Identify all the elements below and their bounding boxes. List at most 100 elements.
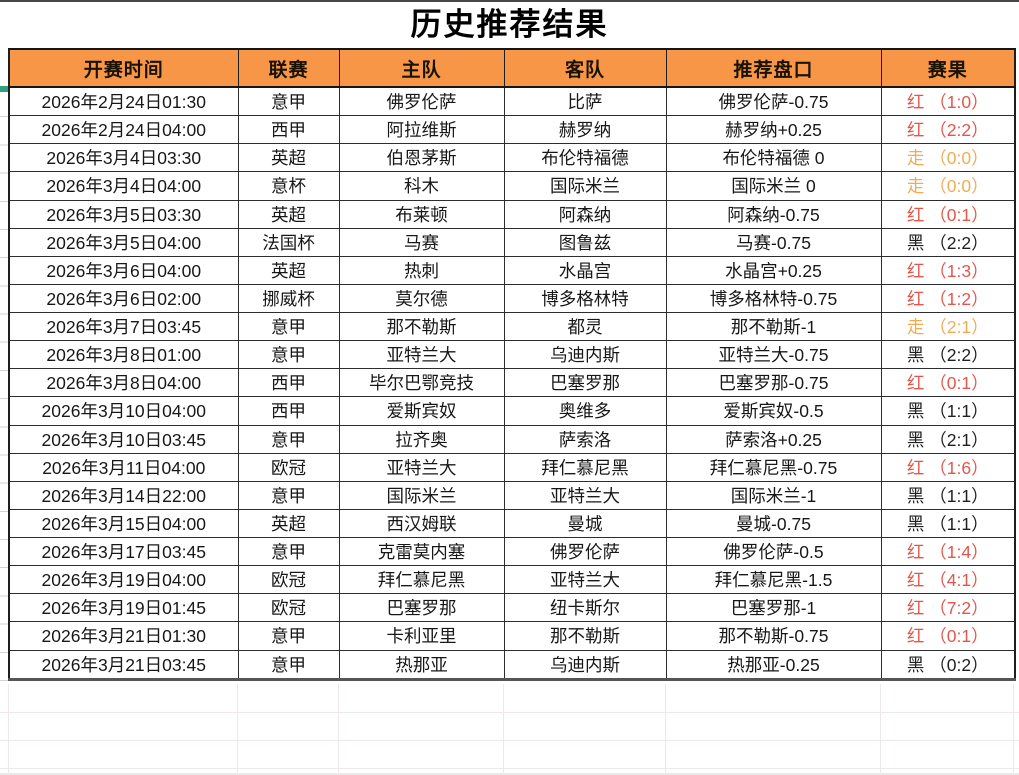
cell-league[interactable]: 意甲	[237, 480, 340, 510]
cell-league[interactable]: 意杯	[237, 171, 340, 201]
cell-recommended-handicap[interactable]: 水晶宫+0.25	[665, 255, 882, 285]
col-header-recommended-handicap[interactable]: 推荐盘口	[665, 48, 882, 88]
cell-home-team[interactable]: 布莱顿	[338, 199, 505, 229]
cell-away-team[interactable]: 国际米兰	[503, 171, 667, 201]
cell-league[interactable]: 意甲	[237, 340, 340, 370]
cell-home-team[interactable]: 那不勒斯	[338, 312, 505, 342]
cell-result[interactable]: 红 （2:2）	[880, 115, 1016, 145]
cell-home-team[interactable]: 爱斯宾奴	[338, 396, 505, 426]
cell-kickoff-time[interactable]: 2026年3月7日03:45	[8, 312, 239, 342]
cell-result[interactable]: 黑 （0:2）	[880, 649, 1016, 681]
cell-league[interactable]: 英超	[237, 255, 340, 285]
col-header-league[interactable]: 联赛	[237, 48, 340, 88]
cell-recommended-handicap[interactable]: 佛罗伦萨-0.5	[665, 537, 882, 567]
cell-kickoff-time[interactable]: 2026年3月11日04:00	[8, 452, 239, 482]
cell-home-team[interactable]: 巴塞罗那	[338, 593, 505, 623]
col-header-kickoff-time[interactable]: 开赛时间	[8, 48, 239, 88]
cell-recommended-handicap[interactable]: 拜仁慕尼黑-1.5	[665, 565, 882, 595]
cell-kickoff-time[interactable]: 2026年3月19日01:45	[8, 593, 239, 623]
cell-recommended-handicap[interactable]: 国际米兰-1	[665, 480, 882, 510]
cell-league[interactable]: 意甲	[237, 649, 340, 681]
cell-league[interactable]: 西甲	[237, 115, 340, 145]
cell-away-team[interactable]: 那不勒斯	[503, 621, 667, 651]
cell-recommended-handicap[interactable]: 阿森纳-0.75	[665, 199, 882, 229]
cell-away-team[interactable]: 佛罗伦萨	[503, 537, 667, 567]
cell-recommended-handicap[interactable]: 布伦特福德 0	[665, 143, 882, 173]
cell-away-team[interactable]: 乌迪内斯	[503, 649, 667, 681]
cell-result[interactable]: 红 （1:4）	[880, 537, 1016, 567]
cell-home-team[interactable]: 热那亚	[338, 649, 505, 681]
cell-home-team[interactable]: 拉齐奥	[338, 424, 505, 454]
cell-result[interactable]: 红 （1:2）	[880, 283, 1016, 314]
cell-away-team[interactable]: 亚特兰大	[503, 480, 667, 510]
cell-kickoff-time[interactable]: 2026年3月19日04:00	[8, 565, 239, 595]
cell-home-team[interactable]: 国际米兰	[338, 480, 505, 510]
cell-kickoff-time[interactable]: 2026年3月4日04:00	[8, 171, 239, 201]
cell-league[interactable]: 英超	[237, 508, 340, 539]
cell-kickoff-time[interactable]: 2026年2月24日04:00	[8, 115, 239, 145]
cell-result[interactable]: 黑 （2:2）	[880, 227, 1016, 257]
cell-home-team[interactable]: 西汉姆联	[338, 508, 505, 539]
cell-result[interactable]: 红 （1:3）	[880, 255, 1016, 285]
cell-away-team[interactable]: 拜仁慕尼黑	[503, 452, 667, 482]
cell-recommended-handicap[interactable]: 佛罗伦萨-0.75	[665, 86, 882, 117]
cell-recommended-handicap[interactable]: 马赛-0.75	[665, 227, 882, 257]
cell-home-team[interactable]: 佛罗伦萨	[338, 86, 505, 117]
cell-kickoff-time[interactable]: 2026年3月15日04:00	[8, 508, 239, 539]
cell-away-team[interactable]: 纽卡斯尔	[503, 593, 667, 623]
cell-league[interactable]: 意甲	[237, 537, 340, 567]
cell-result[interactable]: 走 （0:0）	[880, 143, 1016, 173]
cell-league[interactable]: 意甲	[237, 86, 340, 117]
cell-league[interactable]: 西甲	[237, 396, 340, 426]
cell-away-team[interactable]: 曼城	[503, 508, 667, 539]
cell-away-team[interactable]: 赫罗纳	[503, 115, 667, 145]
cell-away-team[interactable]: 乌迪内斯	[503, 340, 667, 370]
cell-recommended-handicap[interactable]: 爱斯宾奴-0.5	[665, 396, 882, 426]
cell-kickoff-time[interactable]: 2026年3月8日01:00	[8, 340, 239, 370]
cell-kickoff-time[interactable]: 2026年3月21日01:30	[8, 621, 239, 651]
cell-recommended-handicap[interactable]: 曼城-0.75	[665, 508, 882, 539]
cell-home-team[interactable]: 毕尔巴鄂竞技	[338, 368, 505, 398]
cell-league[interactable]: 欧冠	[237, 565, 340, 595]
cell-home-team[interactable]: 科木	[338, 171, 505, 201]
cell-recommended-handicap[interactable]: 拜仁慕尼黑-0.75	[665, 452, 882, 482]
cell-home-team[interactable]: 伯恩茅斯	[338, 143, 505, 173]
cell-kickoff-time[interactable]: 2026年3月5日04:00	[8, 227, 239, 257]
cell-recommended-handicap[interactable]: 热那亚-0.25	[665, 649, 882, 681]
col-header-result[interactable]: 赛果	[880, 48, 1016, 88]
cell-away-team[interactable]: 亚特兰大	[503, 565, 667, 595]
cell-recommended-handicap[interactable]: 萨索洛+0.25	[665, 424, 882, 454]
cell-kickoff-time[interactable]: 2026年2月24日01:30	[8, 86, 239, 117]
cell-league[interactable]: 法国杯	[237, 227, 340, 257]
cell-recommended-handicap[interactable]: 巴塞罗那-0.75	[665, 368, 882, 398]
cell-league[interactable]: 英超	[237, 143, 340, 173]
cell-league[interactable]: 西甲	[237, 368, 340, 398]
cell-league[interactable]: 欧冠	[237, 452, 340, 482]
cell-home-team[interactable]: 拜仁慕尼黑	[338, 565, 505, 595]
cell-result[interactable]: 红 （1:0）	[880, 86, 1016, 117]
col-header-away-team[interactable]: 客队	[503, 48, 667, 88]
cell-result[interactable]: 走 （0:0）	[880, 171, 1016, 201]
cell-home-team[interactable]: 热刺	[338, 255, 505, 285]
cell-league[interactable]: 英超	[237, 199, 340, 229]
cell-away-team[interactable]: 图鲁兹	[503, 227, 667, 257]
cell-kickoff-time[interactable]: 2026年3月8日04:00	[8, 368, 239, 398]
cell-result[interactable]: 红 （4:1）	[880, 565, 1016, 595]
cell-kickoff-time[interactable]: 2026年3月4日03:30	[8, 143, 239, 173]
cell-result[interactable]: 红 （0:1）	[880, 199, 1016, 229]
cell-home-team[interactable]: 亚特兰大	[338, 340, 505, 370]
cell-home-team[interactable]: 克雷莫内塞	[338, 537, 505, 567]
col-header-home-team[interactable]: 主队	[338, 48, 505, 88]
cell-kickoff-time[interactable]: 2026年3月10日03:45	[8, 424, 239, 454]
cell-kickoff-time[interactable]: 2026年3月21日03:45	[8, 649, 239, 681]
cell-result[interactable]: 红 （1:6）	[880, 452, 1016, 482]
cell-result[interactable]: 走 （2:1）	[880, 312, 1016, 342]
cell-away-team[interactable]: 都灵	[503, 312, 667, 342]
cell-recommended-handicap[interactable]: 博多格林特-0.75	[665, 283, 882, 314]
cell-league[interactable]: 挪威杯	[237, 283, 340, 314]
cell-result[interactable]: 红 （0:1）	[880, 621, 1016, 651]
cell-kickoff-time[interactable]: 2026年3月14日22:00	[8, 480, 239, 510]
cell-kickoff-time[interactable]: 2026年3月10日04:00	[8, 396, 239, 426]
cell-away-team[interactable]: 巴塞罗那	[503, 368, 667, 398]
cell-kickoff-time[interactable]: 2026年3月17日03:45	[8, 537, 239, 567]
